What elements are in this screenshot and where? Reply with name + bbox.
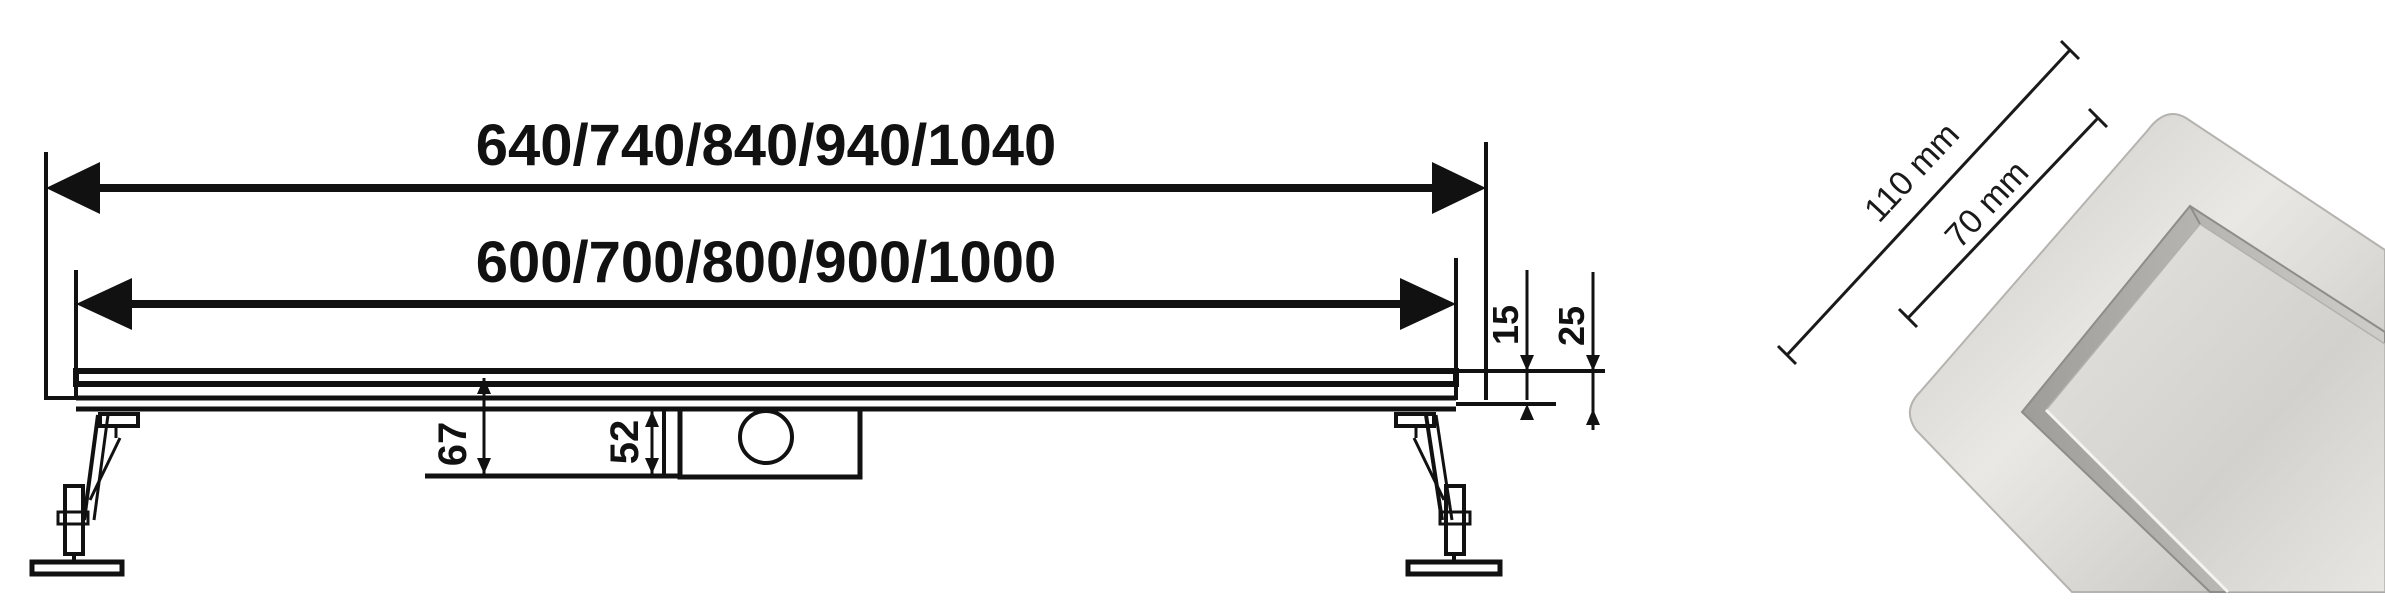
- technical-drawing: [29, 142, 1605, 577]
- grate-height-label: 15: [1485, 305, 1526, 345]
- overall-length-label: 640/740/840/940/1040: [476, 113, 1057, 178]
- inner-width-dimension: [1906, 116, 2100, 320]
- overall-length-dimension: [44, 142, 1488, 400]
- body-height-label: 67: [431, 422, 475, 467]
- outer-width-dimension: [1785, 48, 2072, 357]
- left-support-leg: [29, 412, 140, 577]
- outlet-height-label: 52: [603, 420, 647, 465]
- outer-width-label: 110 mm: [1857, 116, 1967, 230]
- body-height-dimension: [477, 378, 491, 474]
- channel-length-dimension: [74, 258, 1458, 400]
- frame-height-label: 25: [1551, 306, 1592, 346]
- channel-length-label: 600/700/800/900/1000: [476, 230, 1057, 295]
- frame-height-dimension: [1586, 272, 1600, 430]
- inner-width-label: 70 mm: [1938, 154, 2037, 256]
- product-photo: 110 mm 70 mm: [1776, 39, 2385, 594]
- grate-height-dimension: [1520, 270, 1534, 420]
- drain-profile: [46, 368, 1605, 480]
- right-support-leg: [1394, 412, 1503, 577]
- outlet-height-dimension: [645, 409, 666, 476]
- outlet-pipe-icon: [738, 409, 794, 465]
